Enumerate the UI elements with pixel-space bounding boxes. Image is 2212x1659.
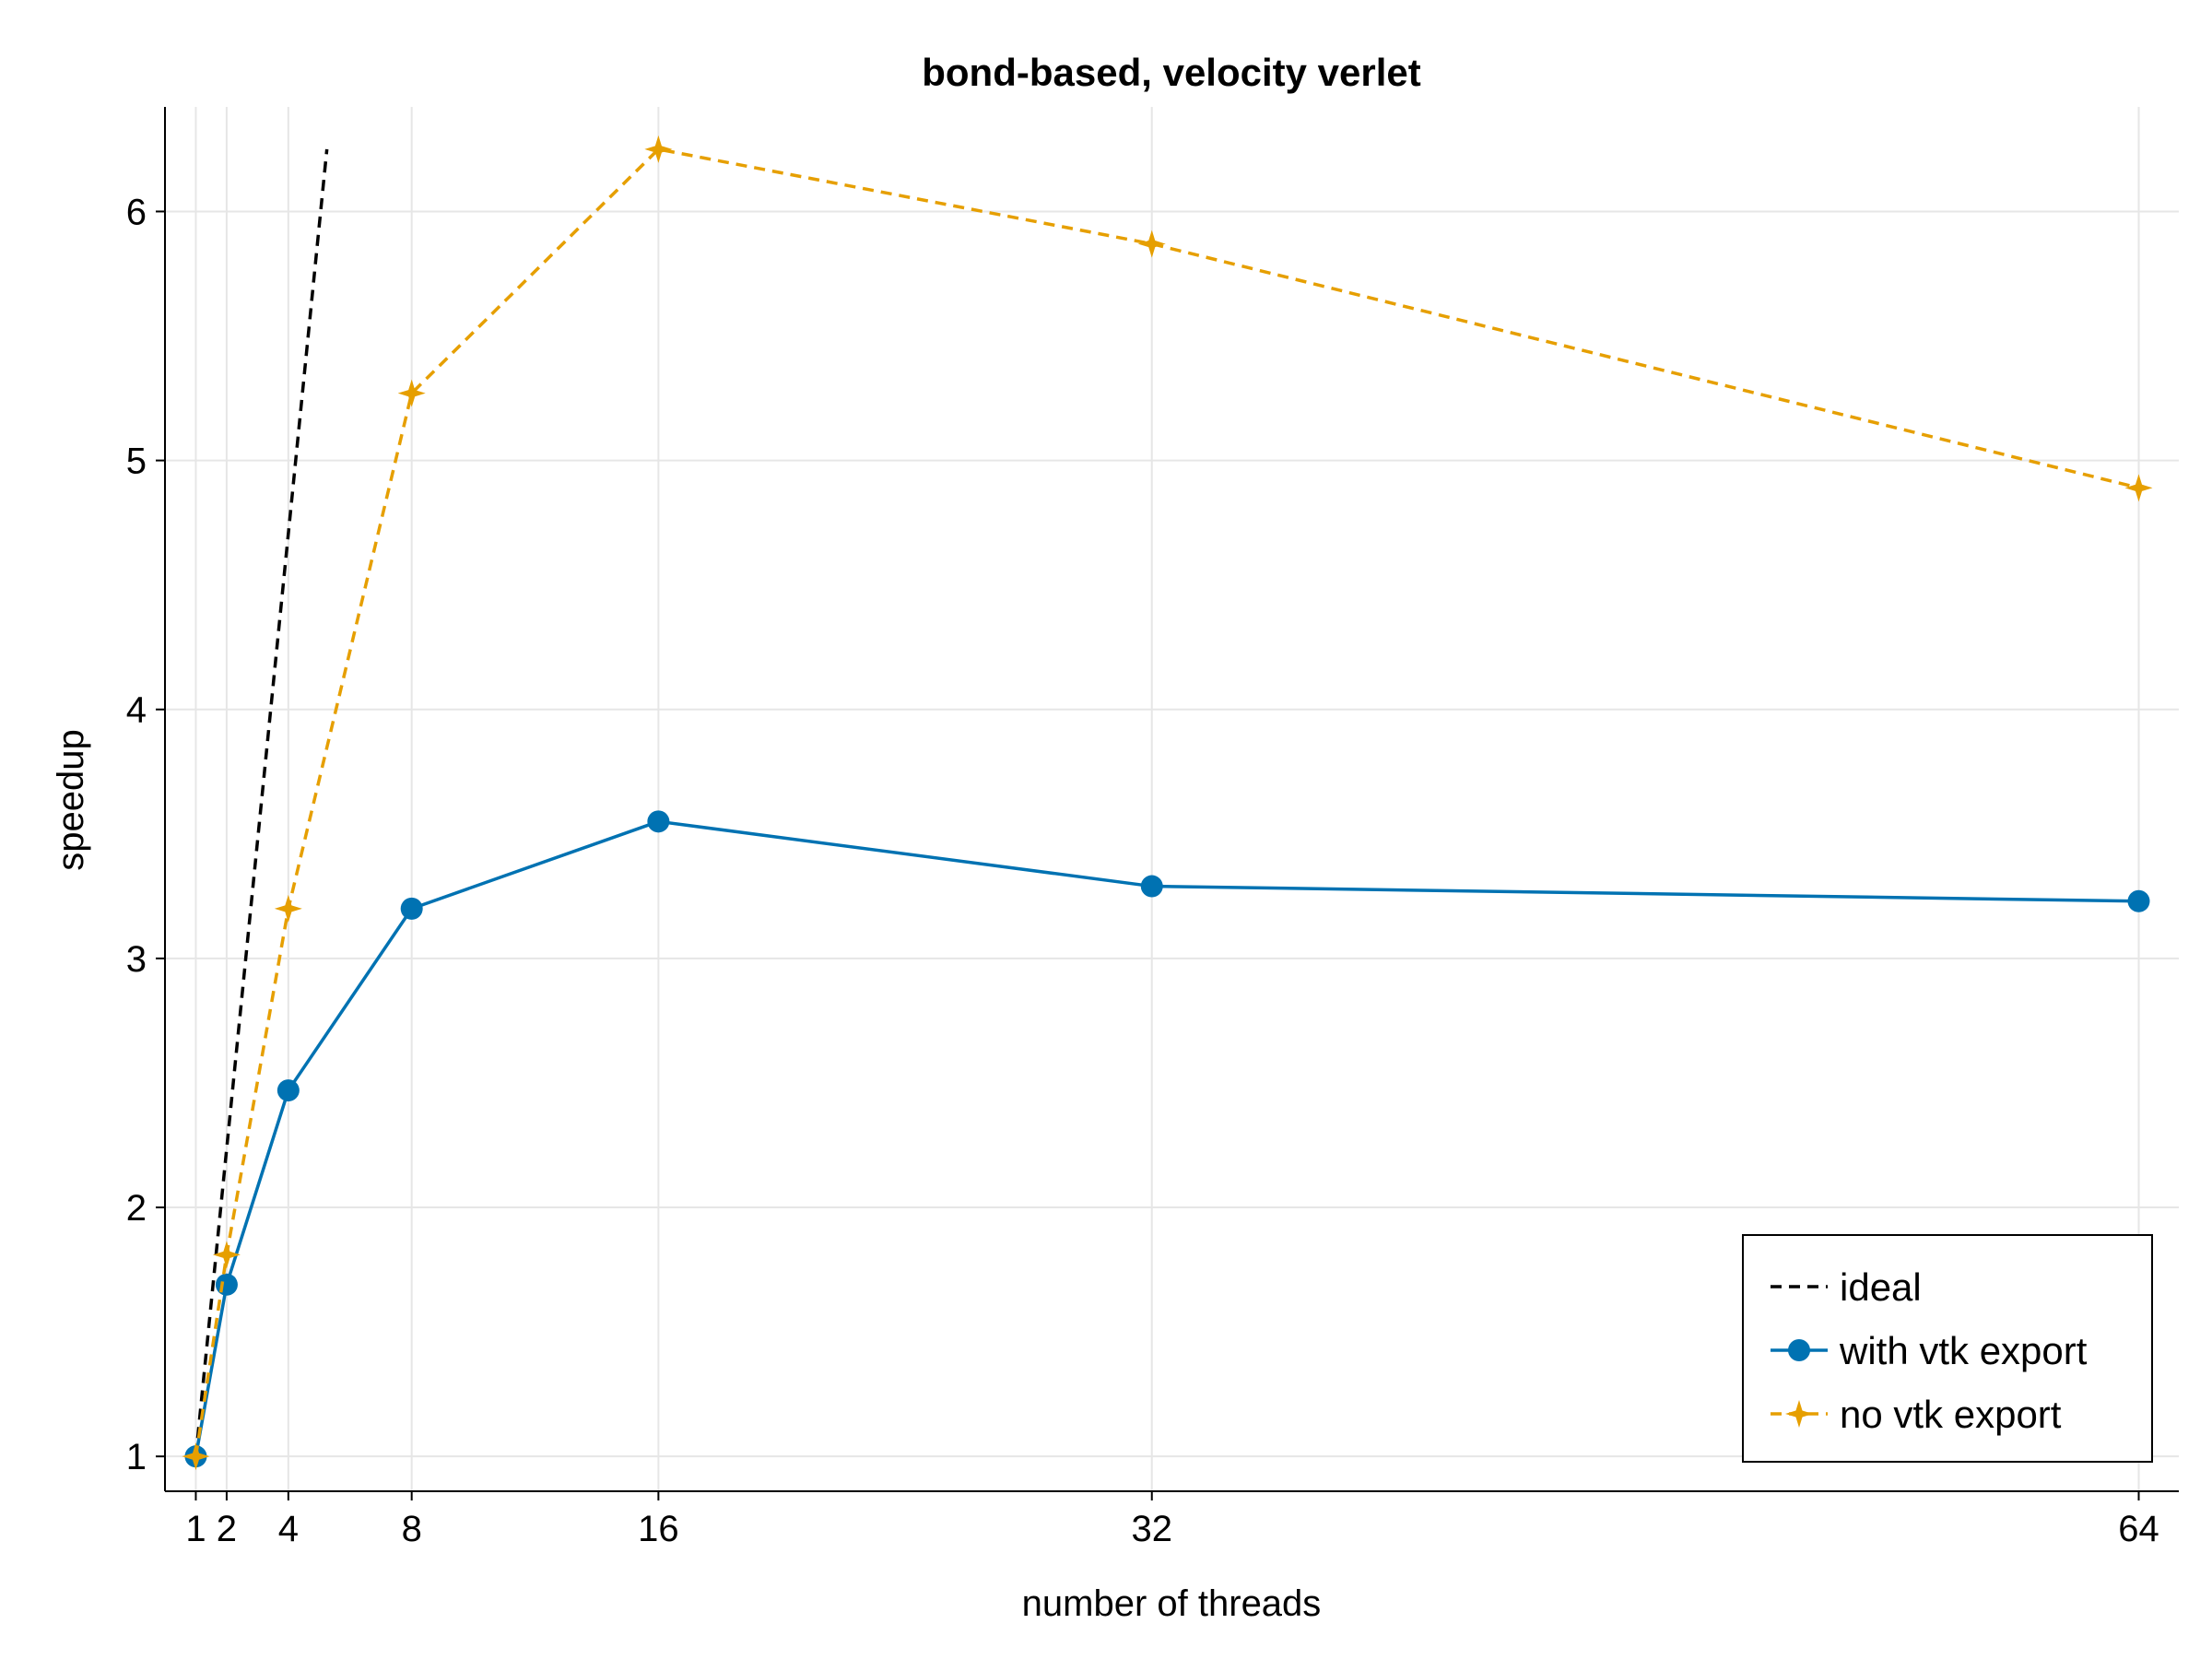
- data-point-no-vtk-export: [1137, 229, 1166, 258]
- legend-marker-with-vtk-export: [1788, 1339, 1810, 1361]
- y-tick-label: 2: [126, 1188, 147, 1229]
- legend: ideal with vtk export no vtk export: [1742, 1234, 2153, 1463]
- data-point-with-vtk-export: [276, 1079, 300, 1102]
- data-point-no-vtk-export: [2124, 474, 2153, 502]
- x-axis-label: number of threads: [1022, 1583, 1322, 1624]
- series-plot-area: [182, 135, 2153, 1471]
- series-line-ideal: [194, 148, 329, 1457]
- chart-title: bond-based, velocity verlet: [922, 51, 1421, 94]
- y-tick-label: 5: [126, 441, 147, 482]
- legend-box: [1742, 1234, 2153, 1463]
- legend-marker-no-vtk-export: [1785, 1400, 1813, 1428]
- y-axis-label: speedup: [51, 729, 91, 870]
- x-tick-label: 8: [402, 1509, 422, 1549]
- series-no-vtk-export: [182, 135, 2153, 1471]
- data-point-no-vtk-export: [644, 135, 673, 163]
- data-point-no-vtk-export: [212, 1241, 241, 1269]
- x-tick-label: 64: [2118, 1509, 2159, 1549]
- data-point-with-vtk-export: [1140, 875, 1163, 898]
- y-tick-label: 6: [126, 192, 147, 232]
- x-tick-label: 4: [278, 1509, 299, 1549]
- y-tick-label: 1: [126, 1437, 147, 1477]
- data-point-no-vtk-export: [397, 379, 426, 407]
- grid-lines: [165, 107, 2179, 1491]
- y-tick-label: 4: [126, 690, 147, 731]
- series-ideal: [194, 148, 329, 1457]
- legend-label-ideal: ideal: [1840, 1265, 1922, 1309]
- data-point-with-vtk-export: [2127, 889, 2150, 912]
- y-tick-label: 3: [126, 939, 147, 980]
- axes: [156, 107, 2179, 1500]
- series-with-vtk-export: [184, 810, 2150, 1468]
- legend-label-with-vtk-export: with vtk export: [1839, 1329, 2088, 1372]
- data-point-no-vtk-export: [182, 1442, 210, 1471]
- legend-label-no-vtk-export: no vtk export: [1840, 1393, 2062, 1436]
- data-point-with-vtk-export: [215, 1273, 238, 1296]
- data-point-with-vtk-export: [400, 897, 423, 920]
- x-tick-label: 16: [638, 1509, 679, 1549]
- x-tick-label: 32: [1132, 1509, 1173, 1549]
- x-tick-label: 1: [185, 1509, 206, 1549]
- x-tick-label: 2: [217, 1509, 237, 1549]
- data-point-no-vtk-export: [274, 894, 302, 923]
- data-point-with-vtk-export: [647, 810, 670, 833]
